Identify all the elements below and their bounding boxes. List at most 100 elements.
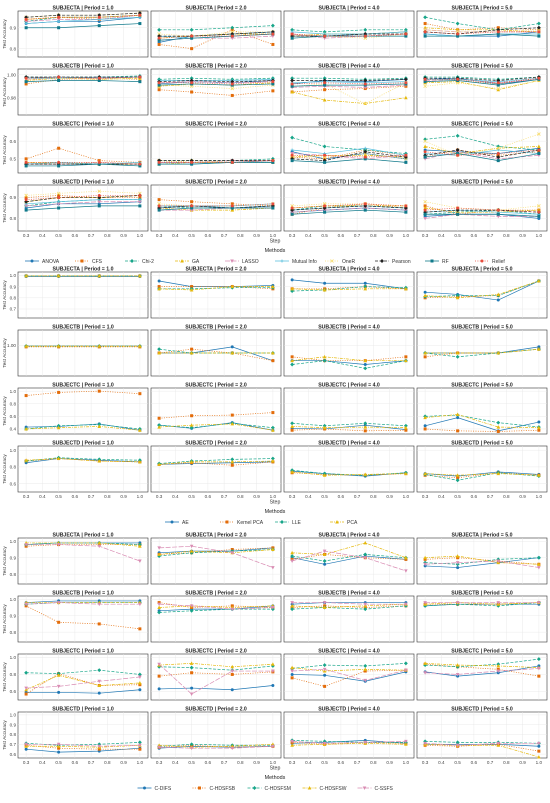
series-line-c-hdsfsw [26, 744, 140, 748]
panel-subjectb-period-3: SUBJECTB | Period = 4.0 [283, 323, 415, 377]
x-tick-label: 0.9 [386, 760, 393, 765]
panel-strip [151, 62, 281, 69]
data-point [230, 421, 235, 426]
data-point [189, 288, 194, 292]
series-line-ga [425, 27, 539, 33]
data-point [97, 744, 102, 749]
panel-strip [284, 531, 414, 538]
x-tick-label: 0.4 [39, 494, 46, 499]
x-tick-label: 1.0 [270, 233, 277, 238]
data-point [363, 366, 368, 371]
data-point [97, 159, 101, 163]
series-line-c-hdsfsb [26, 544, 140, 547]
data-point [363, 155, 367, 159]
panel-subjectb-period-4: SUBJECTB | Period = 5.0 [416, 62, 548, 116]
data-point [97, 622, 101, 626]
series-line-mutual-info [26, 199, 140, 205]
x-tick-label: 0.5 [454, 494, 461, 499]
series-line-c-hdsfsm [159, 743, 273, 747]
panel-frame [17, 184, 149, 232]
panel-subject: SUBJECTB [318, 63, 346, 69]
data-point [290, 676, 294, 680]
series-line-pearson [292, 79, 406, 81]
series-line-lle [292, 360, 406, 369]
panel-title-subject: SUBJECTA | Period = 1.0 [52, 266, 113, 272]
panel-title-separator: | [80, 63, 84, 69]
panel-title-separator: | [80, 382, 84, 388]
y-axis-title: Test Accuracy [2, 720, 8, 750]
data-point [24, 196, 28, 200]
series-line-c-ssfs [159, 745, 273, 749]
legend-item-anova: ANOVA [25, 259, 60, 265]
x-tick-label: 0.7 [221, 494, 228, 499]
data-point [271, 428, 275, 432]
x-tick-label: 0.7 [354, 760, 361, 765]
data-point [322, 663, 327, 668]
panel-frame [416, 271, 548, 319]
data-point [230, 345, 234, 349]
panel-frame [17, 387, 149, 435]
data-point [496, 669, 501, 673]
panel-period: Period = 4.0 [350, 5, 379, 11]
y-axis-title: Test Accuracy [2, 338, 8, 368]
panel-title-subject: SUBJECTD | Period = 2.0 [185, 706, 247, 712]
data-point [189, 604, 194, 608]
y-axis-title: Test Accuracy [2, 454, 8, 484]
series-line-chi-2 [425, 135, 539, 151]
series-line-c-ssfs [425, 668, 539, 675]
x-tick-label: 0.3 [23, 233, 30, 238]
data-point [363, 540, 368, 545]
panel-period: Period = 5.0 [484, 590, 513, 596]
legend-item-oner: OneR [325, 259, 355, 265]
series-line-relief [26, 14, 140, 20]
series-line-chi-2 [26, 14, 140, 22]
panel-title-subject: SUBJECTD | Period = 2.0 [185, 179, 247, 185]
data-point [423, 663, 428, 668]
data-point [97, 160, 101, 164]
data-point [57, 750, 61, 754]
series-line-c-ssfs [158, 663, 273, 695]
data-point [97, 189, 102, 194]
legend-marker [362, 786, 367, 790]
data-point [97, 540, 102, 545]
data-point [57, 164, 61, 168]
series-line-c-hdsfsb [292, 669, 406, 687]
panel-subjectc-period-1: SUBJECTC | Period = 1.0 [17, 120, 149, 174]
panel-period: Period = 4.0 [351, 63, 380, 69]
panel-title-separator: | [213, 5, 217, 11]
data-point [230, 746, 235, 751]
panel-title-subject: SUBJECTB | Period = 2.0 [185, 63, 247, 69]
data-point [57, 146, 61, 150]
data-point [323, 160, 327, 164]
data-point [290, 424, 294, 428]
data-point [97, 15, 101, 19]
data-point [189, 544, 194, 549]
legend-label: C-DIFS [155, 786, 172, 792]
data-point [157, 38, 161, 42]
panel-subjectc-period-4: SUBJECTC | Period = 5.0 [416, 381, 548, 435]
panel-period: Period = 4.0 [351, 382, 380, 388]
data-point [57, 160, 61, 164]
x-tick-label: 1.0 [536, 494, 543, 499]
data-point [190, 285, 194, 289]
data-point [404, 668, 408, 673]
x-tick-label: 0.7 [221, 760, 228, 765]
data-point [323, 562, 327, 566]
data-point [496, 30, 500, 34]
panel-frame [150, 68, 282, 116]
legend-item-c-hdsfsb: C-HDSFSB [192, 786, 236, 792]
data-point [496, 471, 501, 476]
data-point [97, 344, 102, 348]
data-point [363, 740, 368, 745]
data-point [455, 478, 460, 483]
data-point [404, 153, 408, 157]
data-point [456, 32, 460, 36]
data-point [56, 673, 61, 677]
data-point [24, 458, 28, 462]
series-line-oner [26, 190, 140, 196]
x-tick-label: 0.4 [39, 233, 46, 238]
x-tick-label: 0.3 [289, 233, 296, 238]
data-point [271, 547, 275, 551]
panel-subjecta-period-3: SUBJECTA | Period = 4.0 [283, 265, 415, 319]
